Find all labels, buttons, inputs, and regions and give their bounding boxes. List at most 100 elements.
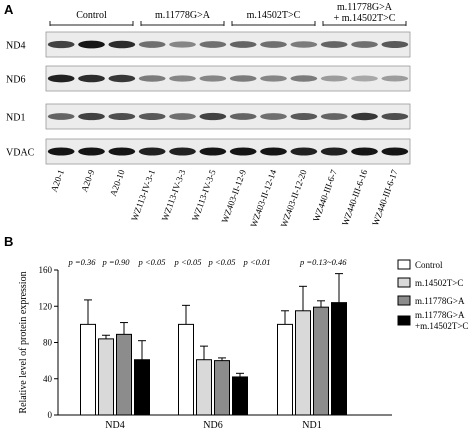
lane-label: WZ113-IV-3-5 — [190, 168, 218, 222]
blot-row-label: ND6 — [6, 75, 25, 86]
blot-strip — [45, 103, 411, 130]
blot-band — [199, 41, 227, 48]
blot-band — [199, 112, 227, 121]
blot-band — [290, 41, 318, 48]
blot-band — [138, 41, 166, 48]
blot-band — [108, 147, 136, 156]
blot-strip — [45, 65, 411, 92]
blot-band — [169, 41, 196, 48]
lane-label: A20-10 — [108, 168, 127, 198]
bar — [313, 306, 329, 416]
legend-label: Control — [415, 260, 443, 270]
p-value-annotation: p <0.05 — [138, 257, 166, 267]
blot-band — [47, 40, 75, 49]
blot-band — [290, 147, 318, 156]
blot-band — [199, 75, 227, 82]
y-tick-label: 0 — [48, 410, 53, 420]
legend-swatch — [397, 259, 411, 270]
blot-band — [47, 113, 75, 120]
lane-label: WZ440-III-6-17 — [370, 168, 400, 227]
blot-band — [351, 75, 378, 82]
y-tick-label: 80 — [43, 338, 53, 348]
blot-band — [290, 113, 318, 120]
group-label: + m.14502T>C — [334, 13, 396, 24]
bar — [277, 323, 293, 416]
bar — [214, 360, 230, 416]
lane-label: WZ403-II-12-14 — [248, 168, 278, 229]
blot-band — [260, 113, 287, 120]
blot-band — [47, 74, 75, 83]
blot-band — [229, 113, 257, 120]
legend-swatch — [397, 295, 411, 306]
lane-label: A20-1 — [49, 168, 66, 193]
blot-band — [78, 74, 105, 83]
blot-band — [138, 113, 166, 120]
panel-label-a: A — [4, 2, 14, 17]
legend-label: m.11778G>A — [415, 310, 465, 320]
bar — [232, 376, 248, 416]
bar — [331, 302, 347, 416]
legend-label: m.11778G>A — [415, 296, 465, 306]
bar — [295, 310, 311, 416]
blot-band — [108, 74, 136, 83]
blot-strip — [45, 138, 411, 165]
lane-label: WZ113-IV-3-1 — [129, 168, 157, 222]
blot-band — [320, 147, 348, 156]
blot-band — [169, 147, 196, 156]
group-label: m.11778G>A — [155, 10, 211, 21]
legend-label: m.14502T>C — [415, 278, 463, 288]
p-value-annotation: p =0.36 — [68, 257, 97, 267]
blot-strip — [45, 31, 411, 58]
legend-label: +m.14502T>C — [415, 321, 468, 331]
lane-label: A20-9 — [79, 168, 96, 193]
blot-band — [229, 41, 257, 48]
bar — [116, 333, 132, 416]
blot-band — [381, 75, 409, 82]
blot-band — [78, 112, 105, 121]
blot-band — [260, 41, 287, 48]
y-tick-label: 40 — [43, 374, 53, 384]
bar — [178, 323, 194, 416]
p-value-annotation: p =0.90 — [102, 257, 131, 267]
p-value-annotation: p <0.05 — [174, 257, 202, 267]
legend-swatch — [397, 315, 411, 326]
p-value-annotation: p =0.13~0.46 — [299, 257, 347, 267]
blot-band — [108, 112, 136, 121]
blot-band — [78, 40, 105, 49]
blot-band — [381, 41, 409, 48]
category-label: ND4 — [105, 420, 124, 431]
y-tick-label: 120 — [39, 301, 53, 311]
blot-row-label: ND4 — [6, 41, 25, 52]
blot-band — [108, 40, 136, 49]
blot-band — [260, 147, 287, 156]
blot-band — [351, 147, 378, 156]
blot-band — [260, 75, 287, 82]
blot-band — [229, 75, 257, 82]
blot-row-label: VDAC — [6, 148, 35, 159]
group-label: m.14502T>C — [247, 10, 301, 21]
panel-label-b: B — [4, 234, 13, 249]
blot-band — [47, 147, 75, 156]
category-label: ND6 — [203, 420, 222, 431]
blot-band — [320, 75, 348, 82]
lane-label: WZ403-II-12-9 — [220, 168, 249, 224]
blot-band — [290, 75, 318, 82]
blot-band — [320, 113, 348, 120]
p-value-annotation: p <0.01 — [243, 257, 271, 267]
blot-band — [351, 41, 378, 48]
western-blot-panel: Control m.11778G>A m.14502T>Cm.11778G>A+ m… — [6, 2, 411, 229]
blot-band — [169, 75, 196, 82]
blot-band — [381, 147, 409, 156]
bar — [98, 338, 114, 416]
y-axis-label: Relative level of protein expression — [18, 271, 29, 413]
group-label: m.11778G>A — [337, 2, 393, 13]
y-tick-label: 160 — [39, 265, 53, 275]
category-label: ND1 — [302, 420, 321, 431]
blot-band — [320, 41, 348, 48]
blot-band — [138, 147, 166, 156]
blot-band — [199, 147, 227, 156]
p-value-annotation: p <0.05 — [208, 257, 236, 267]
blot-band — [381, 112, 409, 121]
lane-label: WZ403-II-12-20 — [279, 168, 309, 229]
